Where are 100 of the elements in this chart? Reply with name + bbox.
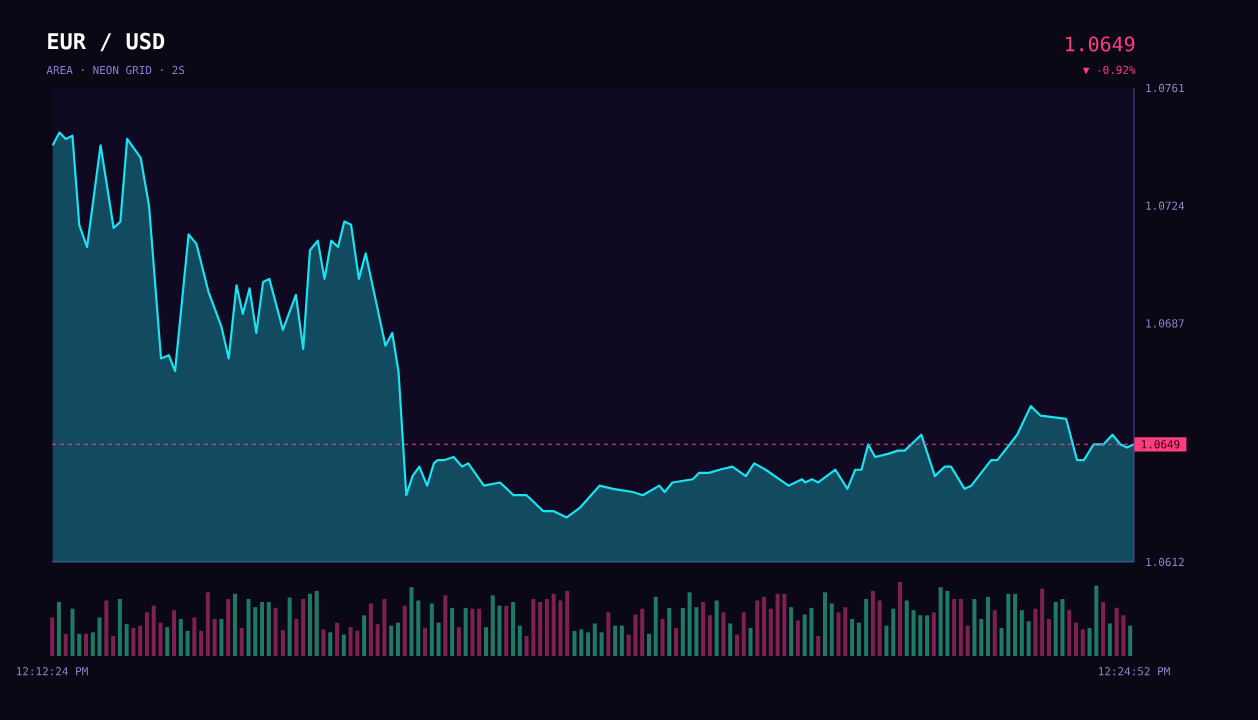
bar [456, 627, 461, 656]
bar [341, 634, 346, 656]
bar [443, 595, 448, 656]
bar [714, 600, 719, 656]
bar [84, 633, 89, 656]
bar [144, 612, 149, 656]
bar [836, 612, 841, 656]
bar [450, 607, 455, 656]
bar [782, 593, 787, 656]
bar [891, 608, 896, 656]
bar [741, 612, 746, 656]
bar [531, 599, 536, 656]
bar [925, 615, 930, 656]
bar [423, 627, 428, 656]
text: 1.0649 [1066, 36, 1135, 52]
bar [1114, 607, 1119, 656]
bar [579, 629, 584, 656]
bar [409, 587, 414, 656]
bar [355, 630, 360, 656]
bar [945, 590, 950, 656]
bar [918, 615, 923, 656]
bar [463, 607, 468, 656]
bar [606, 612, 611, 656]
bar [897, 582, 902, 656]
bar [789, 607, 794, 656]
bar [551, 593, 556, 656]
bar [775, 593, 780, 656]
bar [205, 592, 210, 656]
bar [232, 593, 237, 656]
bar [816, 636, 821, 656]
bar [273, 607, 278, 656]
bar [335, 622, 340, 656]
bar [104, 600, 109, 656]
bar [633, 614, 638, 656]
bar [50, 617, 55, 656]
bar [1094, 585, 1099, 656]
bar [613, 625, 618, 656]
bar [1013, 593, 1018, 656]
bar [1107, 623, 1112, 656]
bar [362, 615, 367, 656]
bar [389, 625, 394, 656]
bar [1006, 593, 1011, 656]
bar [402, 605, 407, 656]
bar [748, 627, 753, 656]
bar [368, 603, 373, 656]
bar [802, 614, 807, 656]
bar [192, 617, 197, 656]
bar [429, 603, 434, 656]
bar [301, 599, 306, 656]
bar [822, 592, 827, 656]
bar [870, 590, 875, 656]
bar [565, 590, 570, 656]
bar [795, 620, 800, 656]
bar [504, 605, 509, 656]
bar [850, 619, 855, 656]
bar [382, 599, 387, 656]
bar [490, 595, 495, 656]
bar [1040, 588, 1045, 656]
chart-title: EUR / USD [48, 32, 165, 52]
bar [131, 627, 136, 656]
bar [314, 590, 319, 656]
bar [260, 601, 265, 656]
bar [619, 625, 624, 656]
bar [1121, 615, 1126, 656]
bar [864, 599, 869, 656]
bar [287, 597, 292, 656]
bar [1128, 625, 1133, 656]
bar [592, 623, 597, 656]
bar [70, 608, 75, 656]
bar [958, 599, 963, 656]
bar [151, 605, 156, 656]
bar [328, 632, 333, 656]
bar [809, 607, 814, 656]
bar [986, 596, 990, 656]
bar [762, 596, 767, 656]
bar [640, 608, 645, 656]
bar [1101, 601, 1106, 656]
bar [544, 599, 549, 656]
bar [172, 610, 177, 656]
bar [470, 608, 475, 656]
bar [97, 617, 102, 656]
bar [56, 601, 61, 656]
bar [687, 592, 692, 656]
bar [931, 612, 936, 656]
bar [755, 600, 760, 656]
bar [1067, 610, 1072, 656]
bar [572, 630, 577, 656]
bar [1080, 629, 1085, 656]
bar [321, 629, 326, 656]
bar [226, 599, 231, 656]
bar [219, 619, 224, 656]
bar [1060, 599, 1065, 656]
bar [117, 599, 122, 656]
bar [653, 596, 658, 656]
bar [674, 627, 679, 656]
bar [972, 599, 977, 656]
bar [904, 600, 909, 656]
bar [477, 608, 482, 656]
bar [667, 607, 672, 656]
bar [395, 622, 400, 656]
